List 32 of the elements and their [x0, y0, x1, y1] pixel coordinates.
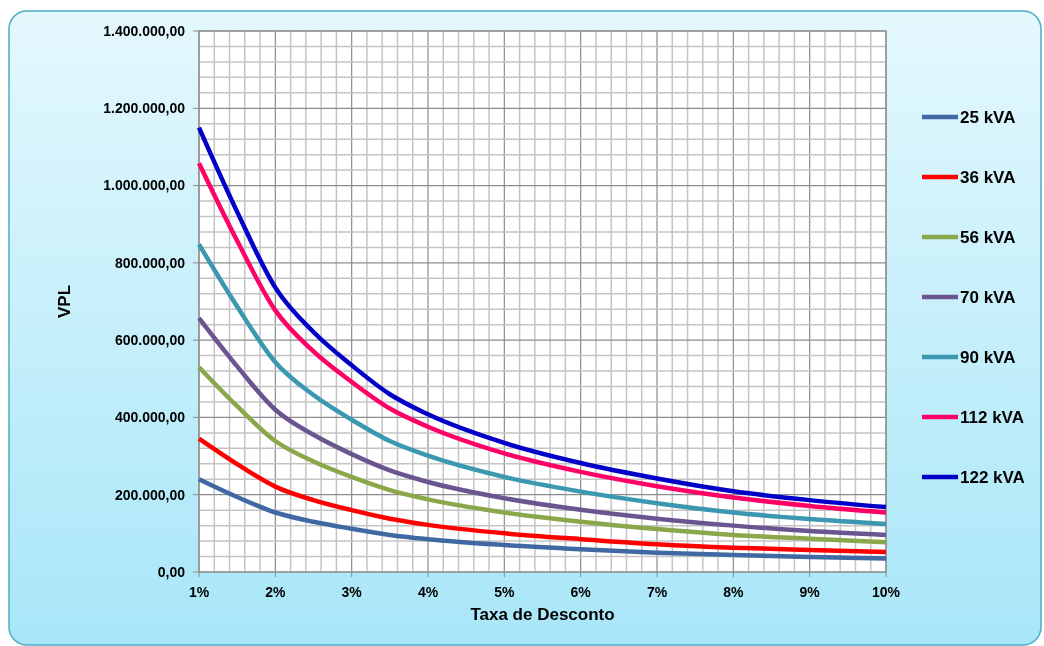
x-tick-label: 1%	[188, 583, 210, 600]
x-tick-label: 9%	[799, 583, 821, 600]
y-tick-label: 1.200.000,00	[103, 100, 186, 117]
x-tick-label: 2%	[265, 583, 286, 600]
x-tick-label: 5%	[494, 583, 515, 600]
y-tick-label: 800.000,00	[114, 254, 186, 271]
legend-label: 122 kVA	[960, 467, 1025, 487]
y-tick-label: 200.000,00	[114, 486, 186, 503]
x-tick-label: 7%	[646, 583, 668, 600]
x-tick-label: 8%	[723, 583, 744, 600]
y-tick-label: 1.000.000,00	[103, 177, 186, 194]
line-series	[196, 436, 889, 555]
y-tick-label: 0,00	[157, 563, 186, 580]
y-tick-label: 1.400.000,00	[103, 22, 186, 39]
y-tick-label: 600.000,00	[114, 332, 186, 349]
x-tick-label: 3%	[341, 583, 363, 600]
legend-label: 25 kVA	[960, 107, 1016, 127]
legend-label: 112 kVA	[960, 407, 1024, 427]
line-series	[196, 364, 889, 545]
x-tick-label: 4%	[417, 583, 439, 600]
x-tick-label: 10%	[871, 583, 901, 600]
legend-label: 56 kVA	[960, 227, 1016, 247]
legend-label: 70 kVA	[960, 287, 1016, 307]
legend-label: 90 kVA	[960, 347, 1016, 367]
line-series	[196, 315, 889, 538]
line-series	[196, 477, 889, 561]
y-tick-label: 400.000,00	[114, 409, 186, 426]
x-tick-label: 6%	[570, 583, 592, 600]
legend-label: 36 kVA	[960, 167, 1016, 187]
y-axis-title: VPL	[55, 284, 74, 319]
x-axis-title: Taxa de Desconto	[470, 605, 615, 624]
line-series	[196, 242, 889, 527]
